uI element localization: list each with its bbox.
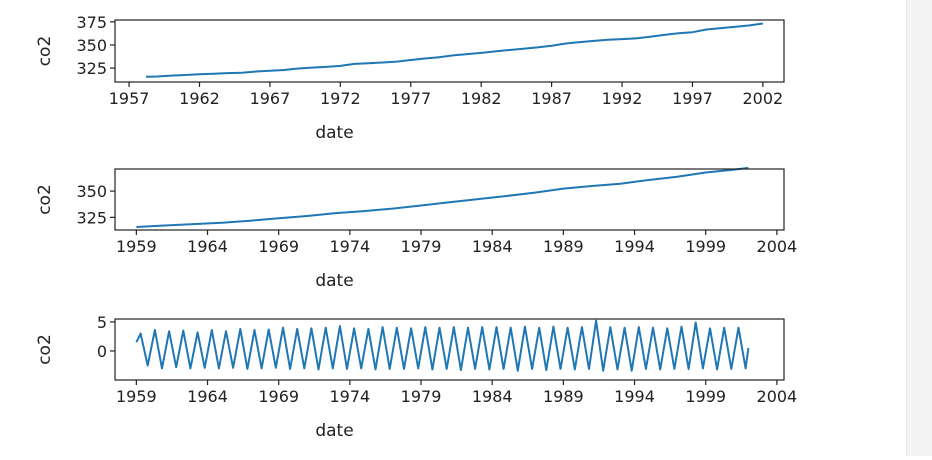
series-line-1 — [135, 319, 750, 372]
x-tick-label: 1964 — [187, 237, 228, 256]
y-tick-label: 350 — [76, 182, 107, 201]
subplot-3: 1959 1964 1969 1974 1979 1984 1989 1994 1999 2004… — [35, 313, 797, 441]
subplot-1: 1957 1962 1967 1972 1977 1982 1987 1992 1997 2002… — [35, 13, 785, 143]
x-tick-label: 1999 — [685, 237, 726, 256]
y-tick-label: 0 — [97, 342, 107, 361]
x-tick-label: 1994 — [614, 387, 655, 406]
x-axis-label: date — [315, 123, 353, 143]
x-tick-label: 1979 — [401, 387, 442, 406]
x-tick-label: 1969 — [258, 387, 299, 406]
y-tick-label: 325 — [76, 208, 107, 227]
x-tick-label: 2004 — [757, 237, 798, 256]
x-tick-label: 1959 — [116, 387, 157, 406]
x-tick-label: 1992 — [602, 89, 643, 108]
y-tick-label: 5 — [97, 313, 107, 332]
y-axis-label: co2 — [35, 184, 55, 215]
x-tick-label: 2004 — [757, 387, 798, 406]
x-tick-label: 1957 — [109, 89, 150, 108]
x-tick-label: 1989 — [543, 237, 584, 256]
x-tick-label: 1972 — [320, 89, 361, 108]
x-tick-label: 1964 — [187, 387, 228, 406]
axes-frame — [114, 168, 785, 231]
x-tick-label: 1962 — [179, 89, 220, 108]
x-tick-label: 1999 — [685, 387, 726, 406]
y-tick-label: 375 — [76, 13, 107, 32]
x-tick-label: 1987 — [531, 89, 572, 108]
x-tick-label: 1974 — [330, 387, 371, 406]
x-axis-label: date — [315, 271, 353, 291]
y-axis-label: co2 — [35, 36, 55, 67]
x-axis-label: date — [315, 421, 353, 441]
x-tick-label: 1967 — [250, 89, 291, 108]
x-tick-label: 1997 — [672, 89, 713, 108]
x-tick-label: 1994 — [614, 237, 655, 256]
series-line-1 — [136, 166, 749, 228]
x-tick-label: 1977 — [390, 89, 431, 108]
y-tick-label: 350 — [76, 36, 107, 55]
x-tick-label: 1982 — [461, 89, 502, 108]
x-tick-label: 1989 — [543, 387, 584, 406]
x-tick-label: 1984 — [472, 387, 513, 406]
x-tick-label: 1984 — [472, 237, 513, 256]
subplot-2: 1959 1964 1969 1974 1979 1984 1989 1994 1999 2004… — [35, 166, 798, 291]
x-tick-label: 1969 — [258, 237, 299, 256]
x-tick-label: 1974 — [330, 237, 371, 256]
axes-frame — [114, 318, 785, 381]
y-axis-label: co2 — [35, 334, 55, 365]
x-tick-label: 2002 — [743, 89, 784, 108]
x-tick-label: 1959 — [116, 237, 157, 256]
window-right-edge — [906, 0, 932, 456]
x-tick-label: 1979 — [401, 237, 442, 256]
axes-frame — [114, 19, 785, 83]
series-line-1 — [145, 22, 764, 78]
y-tick-label: 325 — [76, 59, 107, 78]
